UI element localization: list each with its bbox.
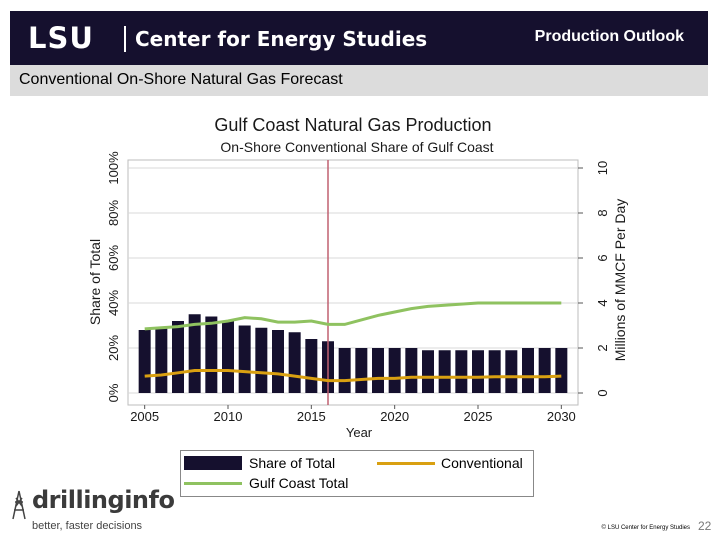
brand-tagline: better, faster decisions: [32, 520, 143, 532]
x-tick-label: 2030: [547, 409, 576, 424]
y-left-tick-label: 20%: [106, 335, 121, 361]
share-bar: [372, 348, 384, 393]
derrick-icon: [12, 490, 26, 520]
header-banner: LSU Center for Energy Studies Production…: [10, 11, 708, 65]
share-bar: [438, 350, 451, 393]
slide-subtitle: Conventional On-Shore Natural Gas Foreca…: [19, 71, 343, 88]
share-bar: [272, 330, 284, 393]
share-bar: [188, 314, 201, 393]
share-bar: [455, 350, 468, 393]
legend-label-share: Share of Total: [249, 455, 336, 471]
conventional-line: [144, 369, 562, 383]
org-name: Center for Energy Studies: [135, 27, 428, 51]
legend-swatch-total: [184, 482, 242, 485]
legend-label-total: Gulf Coast Total: [249, 475, 349, 491]
share-bar: [205, 316, 218, 393]
x-tick-label: 2005: [130, 409, 159, 424]
legend-swatch-conventional: [377, 462, 435, 465]
x-tick-label: 2015: [297, 409, 326, 424]
share-bar: [238, 325, 251, 393]
gulf-coast-total-line: [144, 301, 562, 331]
y-left-label: Share of Total: [87, 239, 103, 325]
y-left-ticks: 0% 20% 40% 60% 80% 100%: [106, 151, 121, 402]
share-bar: [355, 348, 368, 393]
share-bar: [522, 348, 534, 393]
share-bar: [288, 332, 301, 393]
share-bar: [388, 348, 401, 393]
logo-separator: [124, 26, 126, 52]
share-bars: [138, 314, 568, 393]
y-right-tick-label: 0: [595, 389, 610, 396]
share-bar: [222, 321, 234, 393]
chart-subtitle: On-Shore Conventional Share of Gulf Coas…: [220, 139, 493, 155]
y-left-tick-label: 0%: [106, 383, 121, 402]
x-tick-label: 2010: [214, 409, 243, 424]
y-right-tick-label: 4: [595, 299, 610, 306]
copyright-notice: © LSU Center for Energy Studies: [601, 525, 690, 531]
x-tick-label: 2020: [380, 409, 409, 424]
x-axis-ticks: 2005 2010 2015 2020 2025 2030: [130, 405, 576, 424]
share-bar: [255, 327, 268, 393]
y-right-tick-label: 2: [595, 344, 610, 351]
lsu-logo: LSU: [28, 21, 94, 55]
section-title: Production Outlook: [534, 28, 684, 45]
y-right-label: Millions of MMCF Per Day: [612, 199, 628, 362]
y-right-tick-label: 10: [595, 161, 610, 175]
share-bar: [505, 350, 518, 393]
y-right-tick-label: 6: [595, 254, 610, 261]
plot-area: [127, 159, 579, 406]
share-bar: [405, 348, 418, 393]
share-bar: [338, 348, 351, 393]
share-bar: [155, 327, 168, 393]
brand-name: drillinginfo: [32, 486, 175, 514]
subtitle-bar: Conventional On-Shore Natural Gas Foreca…: [10, 65, 708, 96]
chart-title: Gulf Coast Natural Gas Production: [214, 115, 491, 135]
share-bar: [172, 321, 184, 393]
share-bar: [555, 348, 568, 393]
y-left-tick-label: 40%: [106, 290, 121, 316]
y-left-tick-label: 100%: [106, 151, 121, 185]
legend-label-conventional: Conventional: [441, 455, 523, 471]
x-axis-label: Year: [346, 425, 373, 440]
share-bar: [472, 350, 484, 393]
share-bar: [538, 348, 551, 393]
y-right-tick-label: 8: [595, 209, 610, 216]
share-bar: [138, 330, 151, 393]
legend-swatch-share: [184, 456, 242, 470]
grid-lines: [128, 167, 578, 394]
y-right-ticks: 0 2 4 6 8 10: [578, 161, 610, 397]
production-chart: 2005 2010 2015 2020 2025 2030 0%20%40%60%80%1…: [87, 115, 628, 440]
share-bar: [305, 339, 318, 393]
y-left-tick-label: 80%: [106, 200, 121, 226]
page-number: 22: [698, 519, 712, 533]
y-left-tick-label: 60%: [106, 245, 121, 271]
chart-legend: Share of Total Conventional Gulf Coast T…: [180, 450, 534, 497]
x-tick-label: 2025: [464, 409, 493, 424]
share-bar: [422, 350, 434, 393]
share-bar: [488, 350, 501, 393]
